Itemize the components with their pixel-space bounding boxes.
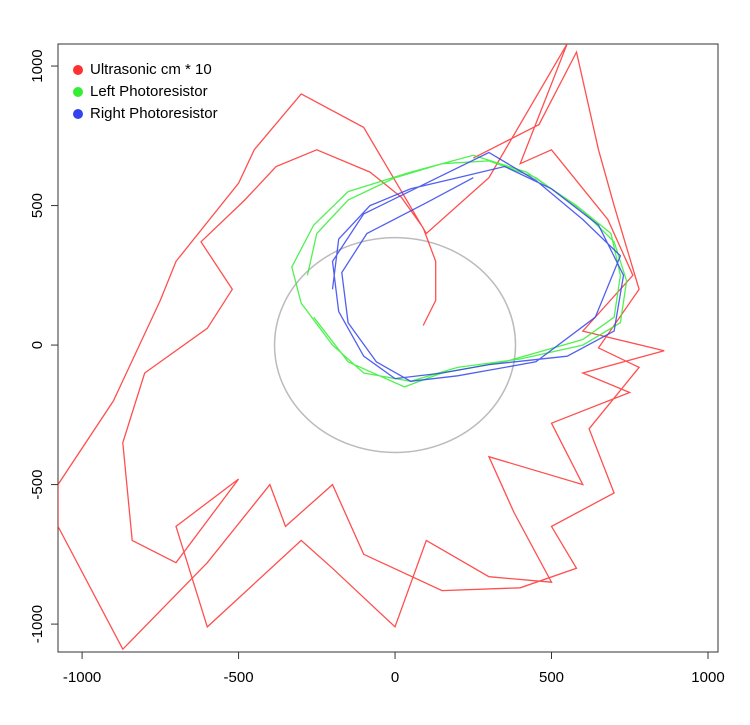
x-tick-label: 0	[391, 669, 399, 686]
legend-marker	[73, 109, 83, 119]
legend-marker	[73, 87, 83, 97]
y-tick-label: -500	[29, 470, 46, 500]
y-tick-label: 0	[29, 341, 46, 349]
legend-label: Left Photoresistor	[90, 83, 208, 100]
plot	[58, 44, 665, 651]
x-tick-label: -1000	[63, 669, 101, 686]
x-tick-label: -500	[224, 669, 254, 686]
legend-label: Right Photoresistor	[90, 105, 218, 122]
series-line	[331, 151, 625, 382]
reference-circle	[273, 236, 517, 454]
series-line	[291, 154, 628, 388]
legend-marker	[73, 65, 83, 75]
plot-frame	[57, 43, 719, 653]
y-tick-label: 500	[29, 193, 46, 218]
legend-label: Ultrasonic cm * 10	[90, 61, 212, 78]
x-tick-label: 1000	[691, 669, 724, 686]
x-tick-label: 500	[539, 669, 564, 686]
y-tick-label: 1000	[29, 49, 46, 82]
y-tick-label: -1000	[29, 605, 46, 643]
series-line	[58, 44, 665, 651]
